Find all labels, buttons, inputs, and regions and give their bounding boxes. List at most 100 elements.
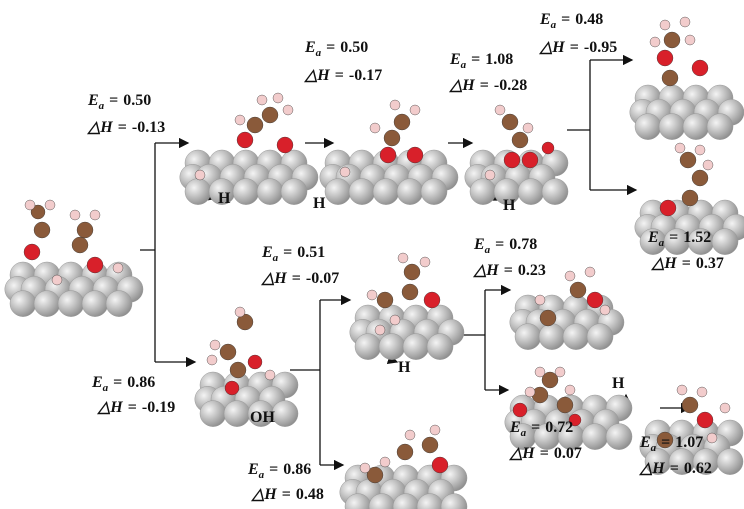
- atom: [380, 147, 396, 163]
- surface: [195, 372, 298, 427]
- equals: =: [495, 236, 504, 253]
- surface: [635, 200, 744, 255]
- ea-subscript: a: [316, 47, 322, 59]
- activation-energy: Ea=0.51: [261, 244, 325, 264]
- surface-atom: [712, 229, 738, 255]
- surface-atom: [281, 179, 307, 205]
- fragment-label: OH: [250, 409, 275, 426]
- surface: [510, 295, 624, 350]
- equals: =: [269, 461, 278, 478]
- ea-value: 0.72: [545, 419, 573, 436]
- atom: [587, 292, 603, 308]
- atom: [25, 200, 35, 210]
- atom: [52, 275, 62, 285]
- equals: =: [504, 262, 513, 279]
- ea-symbol: E: [91, 374, 103, 391]
- atom: [657, 50, 673, 66]
- surface-atom: [185, 179, 211, 205]
- atom: [680, 152, 696, 168]
- enthalpy-change: △H=0.48: [250, 486, 324, 503]
- atom: [682, 397, 698, 413]
- equals: =: [292, 270, 301, 287]
- atom: [495, 105, 505, 115]
- ea-symbol: E: [647, 229, 659, 246]
- atom: [570, 282, 586, 298]
- surface: [630, 85, 744, 140]
- surface-atom: [379, 334, 405, 360]
- dh-value: -0.95: [584, 39, 617, 56]
- atom: [235, 307, 245, 317]
- ea-value: 0.50: [340, 39, 368, 56]
- atom: [377, 292, 393, 308]
- ea-symbol: E: [449, 51, 461, 68]
- atom: [360, 463, 370, 473]
- atom: [283, 105, 293, 115]
- atom: [394, 114, 410, 130]
- dh-symbol: △H: [638, 460, 665, 477]
- atom: [660, 200, 676, 216]
- atom: [367, 290, 377, 300]
- atom: [407, 147, 423, 163]
- atom: [525, 387, 535, 397]
- atom: [404, 264, 420, 280]
- ea-subscript: a: [485, 244, 491, 256]
- fragment-label: H: [612, 375, 625, 392]
- ea-value: 1.08: [485, 51, 513, 68]
- activation-energy: Ea=0.50: [87, 92, 151, 112]
- activation-energy: Ea=0.50: [304, 39, 368, 59]
- atom: [540, 310, 556, 326]
- atom: [502, 114, 518, 130]
- atom: [262, 107, 278, 123]
- equals: =: [531, 419, 540, 436]
- ea-value: 1.52: [683, 229, 711, 246]
- atom: [248, 355, 262, 369]
- atom: [535, 295, 545, 305]
- ea-value: 0.78: [509, 236, 537, 253]
- surface-atom: [515, 324, 541, 350]
- atom: [90, 210, 100, 220]
- ea-subscript: a: [461, 59, 467, 71]
- atom: [542, 142, 554, 154]
- dh-value: 0.62: [684, 460, 712, 477]
- dh-symbol: △H: [303, 67, 330, 84]
- surface-atom: [659, 114, 685, 140]
- activation-energy: Ea=0.86: [91, 374, 155, 394]
- surface-atom: [717, 449, 743, 475]
- ea-symbol: E: [261, 244, 273, 261]
- atom: [72, 237, 88, 253]
- equals: =: [335, 67, 344, 84]
- atom: [77, 222, 93, 238]
- enthalpy-change: △H=-0.19: [96, 399, 175, 416]
- ea-symbol: E: [473, 236, 485, 253]
- surface-atom: [539, 324, 565, 350]
- equals: =: [669, 229, 678, 246]
- atom: [720, 403, 730, 413]
- dh-symbol: △H: [538, 39, 565, 56]
- atom: [87, 257, 103, 273]
- surface-atom: [233, 179, 259, 205]
- activation-energy: Ea=0.48: [539, 11, 603, 31]
- atom: [512, 132, 528, 148]
- atom: [210, 340, 220, 350]
- surface-atom: [10, 291, 36, 317]
- surface-atom: [518, 179, 544, 205]
- atom: [513, 403, 527, 417]
- dh-value: 0.48: [296, 486, 324, 503]
- surface: [340, 465, 467, 509]
- surface-atom: [58, 291, 84, 317]
- surface-atom: [470, 179, 496, 205]
- atom: [523, 123, 533, 133]
- atom: [555, 367, 565, 377]
- atom: [390, 315, 400, 325]
- surface-atom: [224, 401, 250, 427]
- atom: [237, 132, 253, 148]
- equals: =: [471, 51, 480, 68]
- surface: [350, 305, 464, 360]
- branch-line: [140, 143, 155, 362]
- enthalpy-change: △H=-0.17: [303, 67, 382, 84]
- surface-atom: [542, 179, 568, 205]
- enthalpy-change: △H=0.37: [650, 255, 724, 272]
- atom: [485, 170, 495, 180]
- reaction-diagram: Ea=0.50△H=-0.13Ea=0.50△H=-0.17Ea=1.08△H=…: [0, 0, 744, 509]
- atom: [685, 35, 695, 45]
